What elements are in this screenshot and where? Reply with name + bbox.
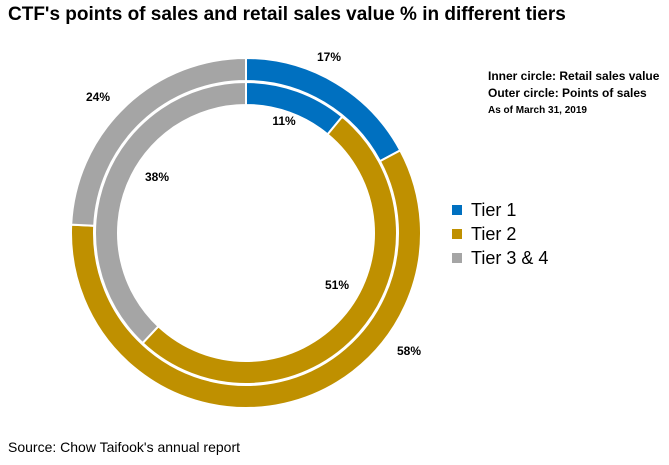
inner-label-tier-3-4: 38% [145, 170, 169, 184]
legend-item-tier-2: Tier 2 [452, 222, 548, 246]
note-outer-circle: Outer circle: Points of sales [488, 86, 647, 100]
legend-label-tier-2: Tier 2 [471, 223, 517, 244]
legend-swatch-tier-3-4 [452, 253, 462, 263]
chart-title: CTF's points of sales and retail sales v… [8, 4, 566, 25]
legend-item-tier-3-4: Tier 3 & 4 [452, 246, 548, 270]
outer-ring [70, 56, 422, 409]
chart-note: Inner circle: Retail sales value Outer c… [488, 68, 659, 119]
outer-label-tier-1: 17% [317, 50, 341, 64]
inner-label-tier-1: 11% [272, 114, 296, 128]
legend-label-tier-3-4: Tier 3 & 4 [471, 247, 549, 268]
inner-label-tier-2: 51% [325, 278, 349, 292]
legend-label-tier-1: Tier 1 [471, 199, 517, 220]
inner-ring [94, 80, 398, 385]
outer-label-tier-3-4: 24% [86, 90, 110, 104]
note-date: As of March 31, 2019 [488, 105, 587, 116]
source-note: Source: Chow Taifook's annual report [8, 439, 240, 455]
slice-labels: 17% 58% 24% 11% 51% 38% [86, 50, 421, 358]
legend: Tier 1 Tier 2 Tier 3 & 4 [452, 198, 548, 270]
legend-swatch-tier-2 [452, 229, 462, 239]
inner-slice-tier-3-4 [94, 80, 247, 345]
note-inner-circle: Inner circle: Retail sales value [488, 69, 660, 83]
legend-item-tier-1: Tier 1 [452, 198, 548, 222]
legend-swatch-tier-1 [452, 205, 462, 215]
outer-label-tier-2: 58% [397, 344, 421, 358]
